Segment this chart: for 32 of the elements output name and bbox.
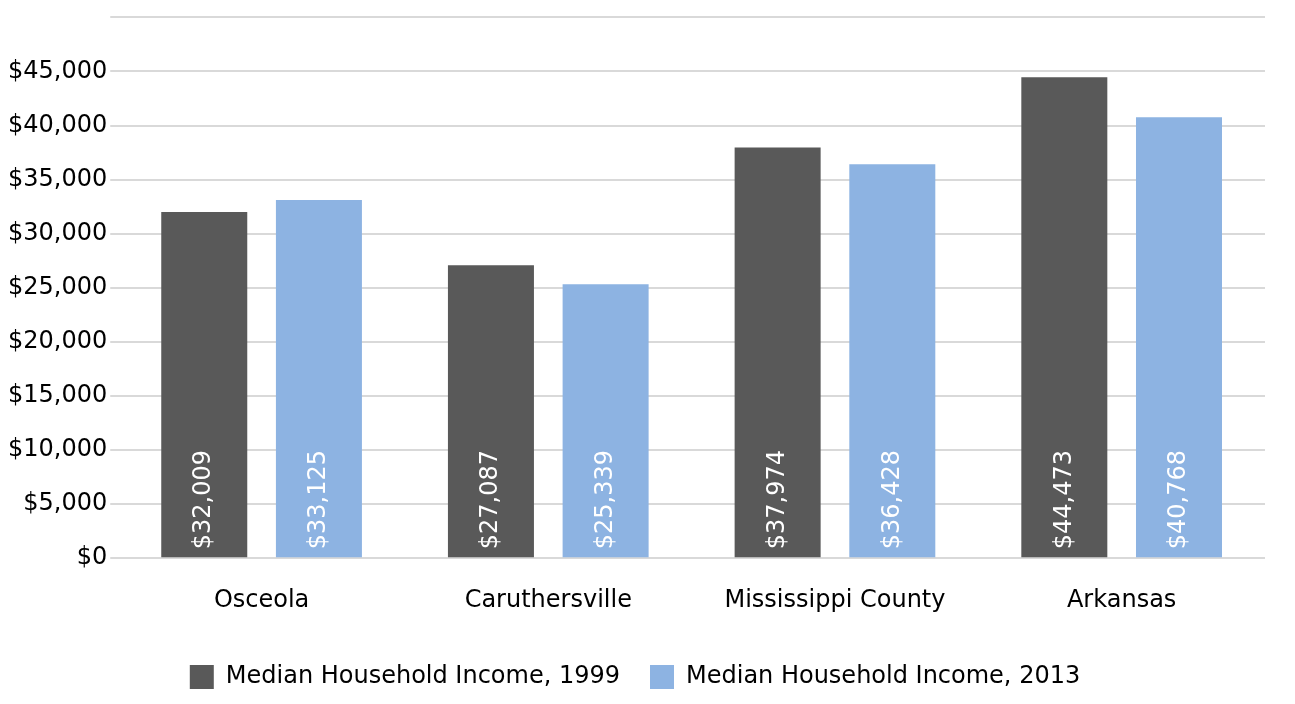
data-label: $36,428 <box>876 449 905 550</box>
bar <box>734 147 821 558</box>
legend-label: Median Household Income, 2013 <box>686 661 1081 690</box>
y-tick-label: $45,000 <box>8 55 108 84</box>
y-tick-label: $40,000 <box>8 109 108 138</box>
x-tick-label: Osceola <box>213 584 310 613</box>
bar <box>1135 117 1222 558</box>
bar <box>1021 77 1108 558</box>
bar <box>562 284 649 558</box>
bar <box>849 164 936 558</box>
bar <box>275 199 362 558</box>
x-tick-label: Mississippi County <box>724 584 946 613</box>
y-tick-label: $5,000 <box>23 488 108 517</box>
data-label: $25,339 <box>589 449 618 550</box>
y-tick-label: $30,000 <box>8 217 108 246</box>
legend-label: Median Household Income, 1999 <box>225 661 621 690</box>
bar <box>161 211 248 558</box>
bar <box>447 265 534 558</box>
y-tick-label: $15,000 <box>8 380 108 409</box>
y-tick-label: $0 <box>76 542 108 571</box>
x-tick-label: Arkansas <box>1066 584 1177 613</box>
data-label: $40,768 <box>1163 449 1192 550</box>
data-label: $37,974 <box>761 449 790 550</box>
y-tick-label: $20,000 <box>8 326 108 355</box>
y-tick-label: $35,000 <box>8 163 108 192</box>
data-label: $33,125 <box>303 449 332 550</box>
data-label: $27,087 <box>475 449 504 550</box>
data-label: $44,473 <box>1048 449 1077 550</box>
y-tick-label: $10,000 <box>8 434 108 463</box>
x-tick-label: Caruthersville <box>464 584 632 613</box>
data-label: $32,009 <box>188 449 217 550</box>
y-tick-label: $25,000 <box>8 272 108 301</box>
